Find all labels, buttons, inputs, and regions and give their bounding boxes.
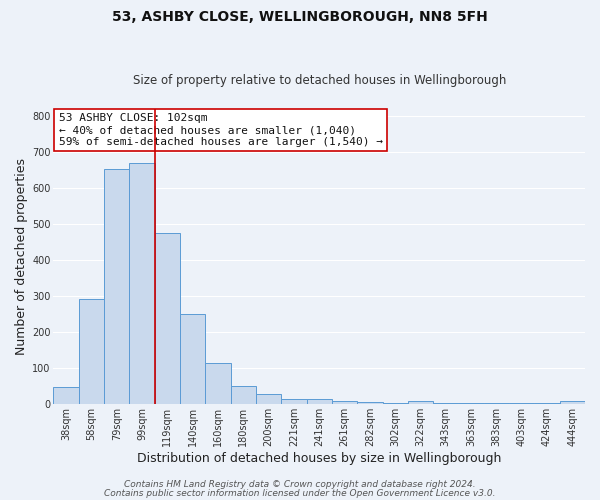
Text: 53 ASHBY CLOSE: 102sqm
← 40% of detached houses are smaller (1,040)
59% of semi-: 53 ASHBY CLOSE: 102sqm ← 40% of detached… bbox=[59, 114, 383, 146]
Bar bbox=[104, 170, 130, 404]
Title: Size of property relative to detached houses in Wellingborough: Size of property relative to detached ho… bbox=[133, 74, 506, 87]
Bar bbox=[281, 399, 307, 404]
Bar bbox=[357, 402, 383, 404]
X-axis label: Distribution of detached houses by size in Wellingborough: Distribution of detached houses by size … bbox=[137, 452, 502, 465]
Y-axis label: Number of detached properties: Number of detached properties bbox=[15, 158, 28, 355]
Bar bbox=[155, 233, 180, 404]
Bar bbox=[130, 163, 155, 404]
Bar bbox=[230, 386, 256, 404]
Bar bbox=[332, 400, 357, 404]
Bar bbox=[535, 403, 560, 404]
Bar bbox=[383, 403, 408, 404]
Bar bbox=[180, 314, 205, 404]
Text: Contains public sector information licensed under the Open Government Licence v3: Contains public sector information licen… bbox=[104, 490, 496, 498]
Bar bbox=[256, 394, 281, 404]
Bar bbox=[79, 299, 104, 405]
Bar bbox=[458, 403, 484, 404]
Text: Contains HM Land Registry data © Crown copyright and database right 2024.: Contains HM Land Registry data © Crown c… bbox=[124, 480, 476, 489]
Bar bbox=[205, 363, 230, 405]
Bar bbox=[509, 403, 535, 404]
Bar bbox=[560, 402, 585, 404]
Bar bbox=[484, 403, 509, 404]
Text: 53, ASHBY CLOSE, WELLINGBOROUGH, NN8 5FH: 53, ASHBY CLOSE, WELLINGBOROUGH, NN8 5FH bbox=[112, 10, 488, 24]
Bar bbox=[307, 399, 332, 404]
Bar bbox=[408, 402, 433, 404]
Bar bbox=[433, 403, 458, 404]
Bar bbox=[53, 388, 79, 404]
